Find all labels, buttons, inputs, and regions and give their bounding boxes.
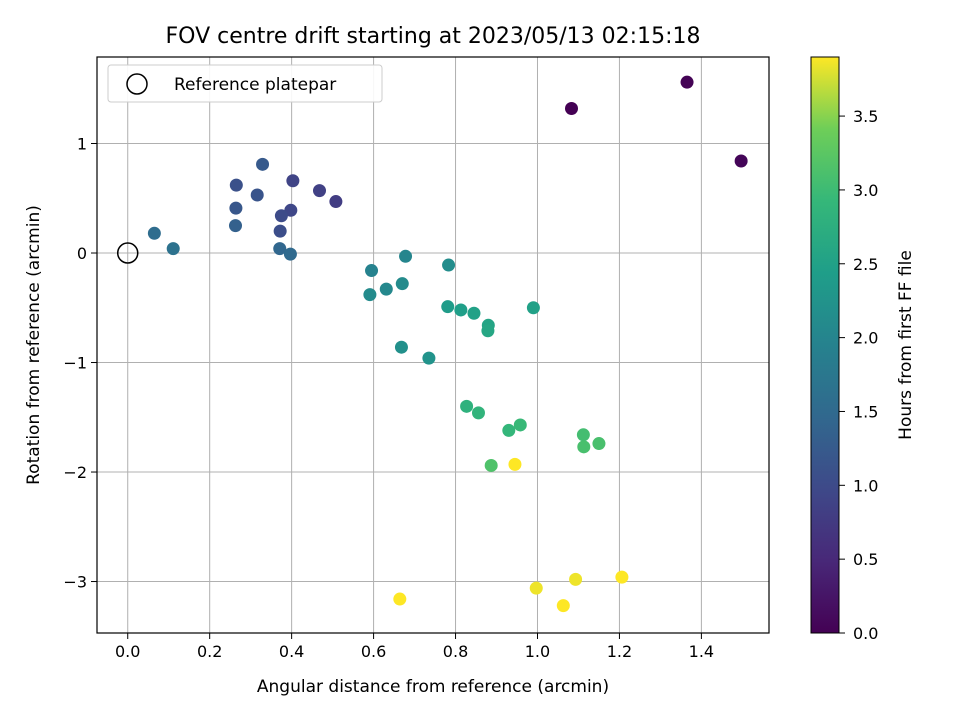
scatter-point — [286, 174, 300, 188]
scatter-point — [394, 340, 408, 354]
scatter-point — [508, 457, 522, 471]
scatter-point — [577, 440, 591, 454]
scatter-point — [422, 351, 436, 365]
legend: Reference platepar — [107, 64, 383, 103]
scatter-point — [467, 306, 481, 320]
colorbar-tick-label: 1.5 — [853, 402, 878, 421]
scatter-point — [680, 75, 694, 89]
scatter-point — [229, 201, 243, 215]
scatter-point — [284, 203, 298, 217]
colorbar-tick-label: 2.0 — [853, 329, 878, 348]
colorbar-label: Hours from first FF file — [896, 250, 916, 440]
y-axis-label: Rotation from reference (arcmin) — [24, 205, 44, 485]
colorbar-gradient — [810, 56, 840, 634]
scatter-point — [365, 264, 379, 278]
scatter-point — [529, 581, 543, 595]
scatter-point — [166, 242, 180, 256]
scatter-point — [471, 406, 485, 420]
scatter-point — [592, 437, 606, 451]
scatter-point — [273, 242, 287, 256]
scatter-point — [147, 226, 161, 240]
scatter-point — [556, 599, 570, 613]
x-axis-label: Angular distance from reference (arcmin) — [257, 677, 609, 697]
colorbar-ticks: 0.0 0.5 1.0 1.5 2.0 2.5 3.0 3.5 — [839, 107, 878, 643]
x-tick-label: 0.6 — [361, 642, 386, 661]
x-tick-label: 1.0 — [525, 642, 550, 661]
grid — [97, 57, 769, 633]
legend-marker-reference — [126, 73, 148, 95]
scatter-point — [283, 247, 297, 261]
y-tick-label: 0 — [77, 244, 87, 263]
y-tick-label: −2 — [63, 463, 87, 482]
data-points — [116, 75, 748, 613]
colorbar-tick-label: 1.0 — [853, 476, 878, 495]
colorbar-tick-label: 0.0 — [853, 624, 878, 643]
scatter-point — [274, 209, 288, 223]
plot-frame — [96, 56, 770, 634]
scatter-point — [526, 301, 540, 315]
legend-label-reference: Reference platepar — [174, 75, 336, 95]
scatter-point — [502, 423, 516, 437]
scatter-point — [228, 219, 242, 233]
scatter-point — [441, 300, 455, 314]
scatter-point — [250, 188, 264, 202]
y-tick-label: 1 — [77, 135, 87, 154]
colorbar-tick-label: 0.5 — [853, 550, 878, 569]
scatter-point — [312, 184, 326, 198]
x-tick-label: 0.0 — [115, 642, 140, 661]
x-tick-label: 1.4 — [689, 642, 714, 661]
y-tick-label: −3 — [63, 573, 87, 592]
colorbar-tick-label: 3.5 — [853, 107, 878, 126]
x-tick-label: 1.2 — [607, 642, 632, 661]
colorbar-tick-label: 3.0 — [853, 181, 878, 200]
scatter-point — [379, 282, 393, 296]
scatter-point — [460, 399, 474, 413]
scatter-point — [273, 224, 287, 238]
scatter-point — [481, 324, 495, 338]
scatter-point — [363, 288, 377, 302]
scatter-point — [399, 249, 413, 263]
scatter-point — [576, 428, 590, 442]
scatter-point — [484, 458, 498, 472]
y-tick-label: −1 — [63, 354, 87, 373]
scatter-point — [329, 195, 343, 209]
scatter-point — [615, 570, 629, 584]
colorbar: 0.0 0.5 1.0 1.5 2.0 2.5 3.0 3.5 Hours from firs… — [810, 56, 916, 643]
scatter-point — [564, 101, 578, 115]
scatter-point — [395, 277, 409, 291]
scatter-point — [229, 178, 243, 192]
reference-platepar-marker — [116, 242, 139, 264]
x-tick-label: 0.4 — [279, 642, 304, 661]
scatter-point — [454, 303, 468, 317]
x-tick-label: 0.2 — [197, 642, 222, 661]
scatter-point — [442, 258, 456, 272]
scatter-point — [513, 418, 527, 432]
chart-title: FOV centre drift starting at 2023/05/13 … — [166, 24, 701, 49]
scatter-point — [256, 157, 270, 171]
axis-ticks: 0.0 0.2 0.4 0.6 0.8 1.0 1.2 1.4 1 0 −1 −2 −3 — [63, 135, 714, 661]
scatter-point — [734, 154, 748, 168]
legend-box — [107, 64, 383, 103]
scatter-point — [393, 592, 407, 606]
x-tick-label: 0.8 — [443, 642, 468, 661]
colorbar-tick-label: 2.5 — [853, 255, 878, 274]
scatter-point — [569, 572, 583, 586]
